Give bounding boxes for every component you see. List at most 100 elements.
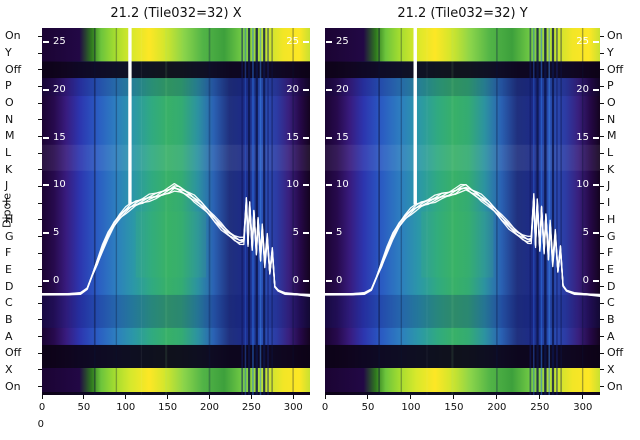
y-tick-mark-right	[600, 135, 604, 137]
dipole-label-right: E	[607, 262, 614, 276]
dipole-label-right: B	[607, 312, 615, 326]
dipole-label-left: A	[5, 329, 13, 343]
panel-y-title: 21.2 (Tile032=32) Y	[397, 6, 528, 21]
power-tick-label-left: 5	[336, 227, 343, 239]
dipole-label-right: Off	[607, 62, 624, 76]
x-tick-label: 250	[530, 402, 550, 413]
y-tick-mark-left	[38, 286, 42, 288]
y-tick-mark-left	[38, 102, 42, 104]
band-top	[325, 28, 600, 62]
y-tick-mark-left	[38, 319, 42, 321]
power-tick-right	[303, 136, 309, 139]
y-tick-mark-left	[38, 236, 42, 238]
dipole-label-right: L	[607, 146, 614, 160]
dipole-label-right: Y	[607, 46, 614, 60]
x-tick-label: 50	[361, 402, 375, 413]
dipole-label-left: K	[5, 162, 13, 176]
power-tick-label-left: 20	[336, 83, 349, 95]
power-tick-left	[326, 136, 332, 139]
dipole-label-left: G	[5, 229, 14, 243]
x-tick-mark	[453, 395, 455, 399]
dipole-label-left: X	[5, 362, 13, 376]
dipole-label-left: Off	[5, 346, 22, 360]
y-tick-mark-right	[600, 119, 604, 121]
power-tick-label-left: 25	[53, 36, 66, 47]
x-tick-label: 300	[573, 402, 593, 413]
y-tick-mark-left	[38, 119, 42, 121]
dipole-label-right: I	[607, 196, 611, 210]
heatmap-base	[325, 28, 600, 395]
power-tick-label-left: 15	[53, 131, 66, 143]
dipole-label-right: K	[607, 162, 615, 176]
power-tick-label-right: 10	[286, 179, 299, 191]
y-tick-mark-left	[38, 369, 42, 371]
heatmap-base	[42, 28, 310, 395]
y-tick-mark-right	[600, 302, 604, 304]
power-tick-label-left: 15	[336, 131, 349, 143]
dipole-label-left: J	[5, 179, 9, 193]
y-tick-mark-right	[600, 35, 604, 37]
y-tick-mark-right	[600, 85, 604, 87]
power-tick-left	[326, 88, 332, 91]
power-tick-label-left: 0	[53, 275, 60, 286]
power-tick-label-right: 25	[576, 36, 589, 47]
panel-x-title: 21.2 (Tile032=32) X	[110, 6, 242, 21]
y-tick-mark-left	[38, 269, 42, 271]
power-tick-left	[43, 232, 49, 235]
power-tick-right	[593, 136, 599, 139]
power-tick-left	[326, 280, 332, 282]
dipole-label-left: H	[5, 212, 14, 226]
x-tick-label: 50	[77, 402, 91, 413]
x-tick-label: 300	[283, 402, 303, 413]
dipole-label-left: L	[5, 146, 12, 160]
power-tick-label-left: 10	[53, 179, 66, 191]
power-tick-label-left: 5	[53, 227, 60, 239]
power-tick-label-right: 25	[286, 36, 299, 47]
y-tick-mark-left	[38, 386, 42, 388]
y-tick-mark-right	[600, 319, 604, 321]
y-tick-mark-left	[38, 252, 42, 254]
x-tick-mark	[83, 395, 85, 399]
power-tick-label-right: 0	[292, 275, 299, 286]
dipole-label-left: P	[5, 79, 12, 93]
dipole-label-right: O	[607, 96, 616, 110]
x-tick-mark	[324, 395, 326, 399]
dipole-label-right: On	[607, 379, 623, 393]
power-tick-left	[326, 232, 332, 235]
y-tick-mark-right	[600, 286, 604, 288]
y-tick-mark-left	[38, 185, 42, 187]
power-tick-left	[43, 280, 49, 282]
y-tick-mark-right	[600, 69, 604, 71]
x-tick-label: 150	[444, 402, 464, 413]
dipole-label-left: F	[5, 246, 12, 260]
corner-zero-label: 0	[37, 419, 44, 430]
dipole-label-right: F	[607, 246, 614, 260]
y-tick-mark-left	[38, 202, 42, 204]
dipole-label-left: N	[5, 112, 14, 126]
y-tick-mark-right	[600, 169, 604, 171]
x-tick-label: 0	[38, 402, 46, 413]
y-tick-mark-left	[38, 69, 42, 71]
dipole-label-right: Off	[607, 346, 624, 360]
x-tick-label: 100	[401, 402, 421, 413]
power-tick-label-left: 0	[336, 275, 343, 286]
dipole-label-left: O	[5, 96, 14, 110]
x-tick-label: 200	[199, 402, 220, 413]
y-tick-mark-left	[38, 52, 42, 54]
power-tick-right	[593, 41, 599, 43]
y-tick-mark-right	[600, 336, 604, 338]
dipole-label-right: A	[607, 329, 615, 343]
x-tick-mark	[496, 395, 498, 399]
x-tick-label: 150	[158, 402, 178, 413]
heatmap-panel-x	[42, 28, 310, 395]
dipole-label-right: H	[607, 212, 616, 226]
x-tick-mark	[539, 395, 541, 399]
spike-line	[413, 28, 417, 205]
dipole-label-left: B	[5, 312, 13, 326]
y-tick-mark-left	[38, 35, 42, 37]
y-tick-mark-right	[600, 269, 604, 271]
power-tick-left	[326, 41, 332, 43]
y-tick-mark-right	[600, 152, 604, 154]
dipole-label-left: On	[5, 379, 21, 393]
x-tick-mark	[582, 395, 584, 399]
